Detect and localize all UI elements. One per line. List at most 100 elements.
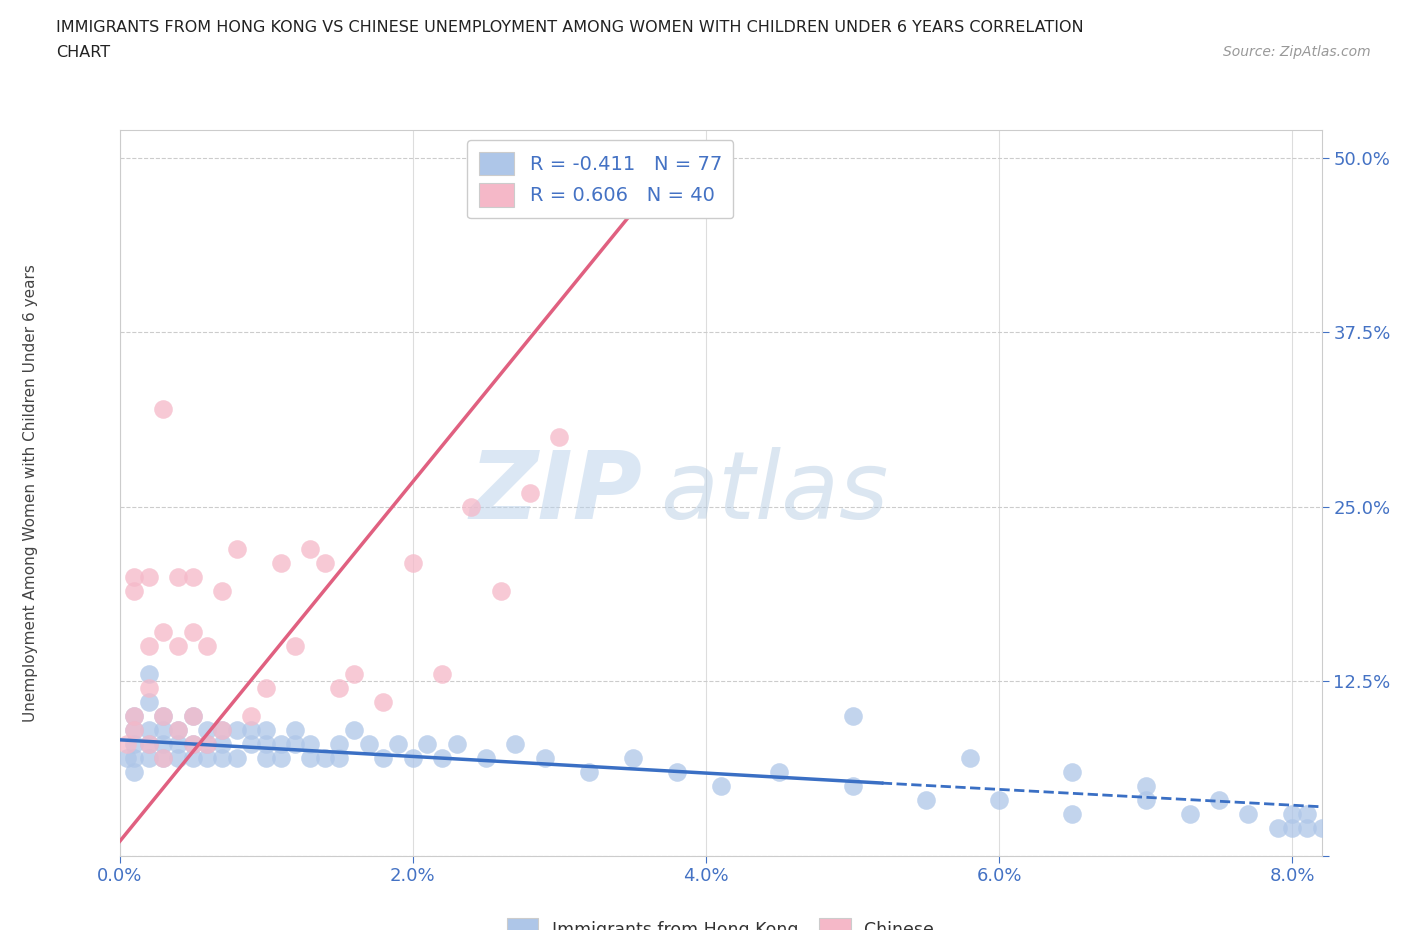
Point (181, 737, 204, 751)
Point (299, 737, 322, 751)
Point (167, 723, 190, 737)
Point (152, 625, 174, 640)
Point (1310, 820, 1333, 835)
Point (181, 709, 204, 724)
Point (122, 737, 145, 751)
Point (314, 555, 336, 570)
Point (533, 751, 555, 765)
Point (197, 737, 219, 751)
Point (270, 555, 292, 570)
Point (343, 723, 366, 737)
Point (122, 723, 145, 737)
Point (152, 737, 174, 751)
Point (1237, 806, 1260, 821)
Point (430, 751, 453, 765)
Point (122, 764, 145, 779)
Point (138, 723, 160, 737)
Point (328, 737, 350, 751)
Point (122, 751, 145, 765)
Point (416, 737, 439, 751)
Point (115, 737, 138, 751)
Point (197, 751, 219, 765)
Point (460, 499, 482, 514)
Point (181, 737, 204, 751)
Point (152, 402, 174, 417)
Point (709, 778, 731, 793)
Point (122, 709, 145, 724)
Text: atlas: atlas (661, 447, 889, 538)
Point (152, 751, 174, 765)
Point (578, 764, 600, 779)
Point (122, 569, 145, 584)
Point (402, 751, 425, 765)
Text: CHART: CHART (56, 45, 110, 60)
Legend: Immigrants from Hong Kong, Chinese: Immigrants from Hong Kong, Chinese (501, 911, 941, 930)
Point (167, 737, 190, 751)
Point (1208, 792, 1230, 807)
Point (152, 709, 174, 724)
Point (665, 764, 688, 779)
Point (167, 723, 190, 737)
Point (519, 485, 541, 500)
Point (138, 737, 160, 751)
Point (225, 751, 247, 765)
Point (357, 737, 380, 751)
Point (1135, 778, 1157, 793)
Point (343, 667, 366, 682)
Point (299, 751, 322, 765)
Point (1178, 806, 1201, 821)
Point (914, 792, 936, 807)
Point (225, 723, 247, 737)
Point (152, 723, 174, 737)
Point (402, 555, 425, 570)
Point (138, 569, 160, 584)
Point (138, 751, 160, 765)
Point (1135, 792, 1157, 807)
Point (122, 723, 145, 737)
Point (1267, 820, 1289, 835)
Point (167, 569, 190, 584)
Point (211, 751, 233, 765)
Point (430, 667, 453, 682)
Point (1296, 806, 1319, 821)
Point (197, 639, 219, 654)
Point (373, 695, 395, 710)
Point (1296, 820, 1319, 835)
Point (328, 751, 350, 765)
Point (181, 569, 204, 584)
Point (505, 737, 527, 751)
Point (475, 751, 498, 765)
Point (211, 723, 233, 737)
Point (328, 681, 350, 696)
Point (211, 723, 233, 737)
Text: ZIP: ZIP (470, 447, 643, 538)
Point (314, 751, 336, 765)
Point (841, 778, 863, 793)
Point (768, 764, 790, 779)
Text: Unemployment Among Women with Children Under 6 years: Unemployment Among Women with Children U… (24, 264, 38, 722)
Point (270, 737, 292, 751)
Point (181, 625, 204, 640)
Point (959, 751, 981, 765)
Point (1062, 764, 1084, 779)
Point (1062, 806, 1084, 821)
Point (167, 751, 190, 765)
Point (373, 751, 395, 765)
Point (152, 751, 174, 765)
Point (284, 639, 307, 654)
Point (138, 737, 160, 751)
Point (284, 723, 307, 737)
Text: IMMIGRANTS FROM HONG KONG VS CHINESE UNEMPLOYMENT AMONG WOMEN WITH CHILDREN UNDE: IMMIGRANTS FROM HONG KONG VS CHINESE UNE… (56, 20, 1084, 35)
Point (254, 751, 277, 765)
Point (197, 737, 219, 751)
Point (387, 737, 409, 751)
Point (1281, 806, 1303, 821)
Point (181, 709, 204, 724)
Point (138, 695, 160, 710)
Point (197, 723, 219, 737)
Point (841, 709, 863, 724)
Point (225, 541, 247, 556)
Point (211, 583, 233, 598)
Point (211, 737, 233, 751)
Point (621, 751, 644, 765)
